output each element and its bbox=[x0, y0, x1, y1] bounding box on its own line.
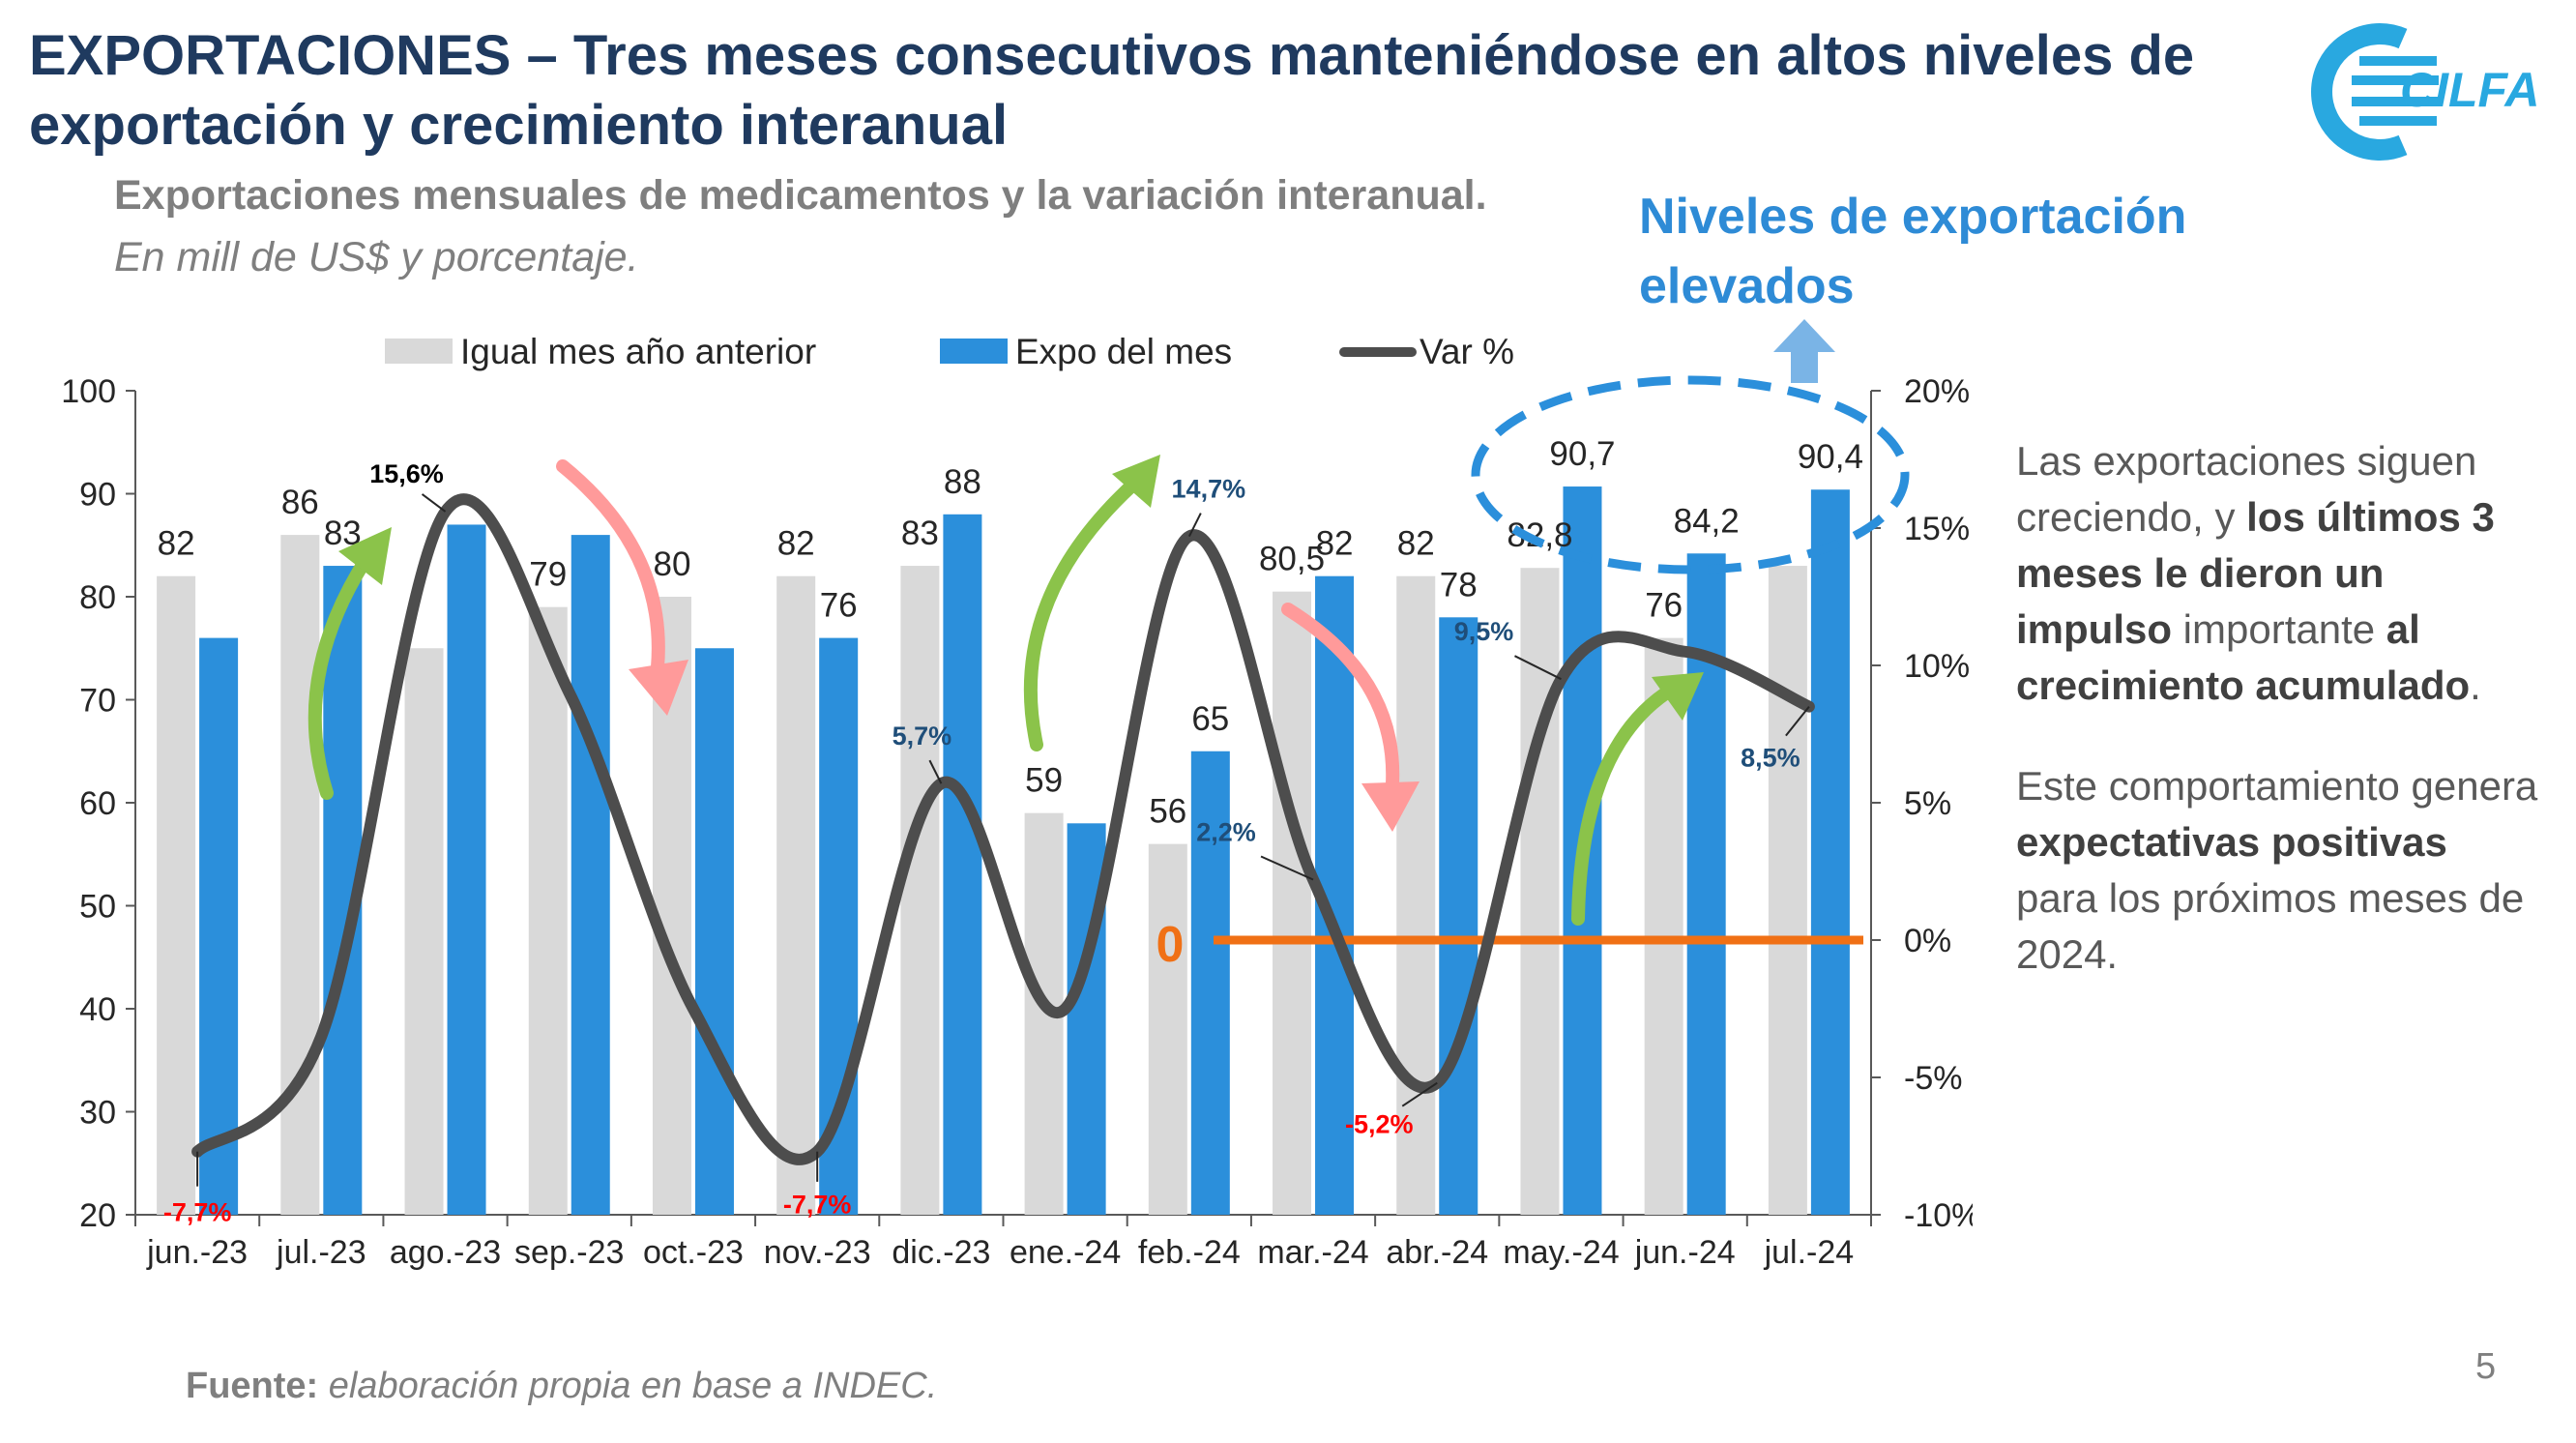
bar-current-month bbox=[571, 535, 610, 1215]
bar-prev-value-label: 82 bbox=[158, 525, 195, 563]
side-paragraph-1: Las exportaciones siguen creciendo, y lo… bbox=[2016, 433, 2538, 714]
bar-current-month bbox=[819, 638, 858, 1215]
callout-text: Niveles de exportación elevados bbox=[1639, 182, 2239, 321]
var-percent-label: 14,7% bbox=[1172, 475, 1246, 504]
x-tick-label: nov.-23 bbox=[764, 1234, 871, 1271]
side-paragraph-2: Este comportamiento genera expectativas … bbox=[2016, 758, 2538, 983]
y2-tick-label: -10% bbox=[1904, 1197, 1973, 1234]
x-tick-label: oct.-23 bbox=[643, 1234, 744, 1271]
x-tick-label: abr.-24 bbox=[1386, 1234, 1488, 1271]
y-tick-label: 70 bbox=[79, 683, 116, 720]
bar-prev-value-label: 56 bbox=[1149, 793, 1186, 831]
bar-prev-year bbox=[280, 535, 319, 1215]
y2-tick-label: 10% bbox=[1904, 648, 1970, 685]
y2-tick-label: 15% bbox=[1904, 511, 1970, 547]
legend-label-prev: Igual mes año anterior bbox=[460, 332, 816, 371]
x-tick-label: sep.-23 bbox=[514, 1234, 624, 1271]
legend-label-current: Expo del mes bbox=[1015, 332, 1232, 371]
y-tick-label: 90 bbox=[79, 477, 116, 514]
legend-swatch-prev bbox=[385, 339, 453, 364]
legend-label-line: Var % bbox=[1420, 332, 1514, 371]
y-tick-label: 30 bbox=[79, 1095, 116, 1132]
bar-current-value-label: 82 bbox=[1316, 525, 1354, 563]
bar-prev-year bbox=[529, 607, 568, 1215]
var-percent-label: -7,7% bbox=[783, 1191, 852, 1220]
var-percent-label: 8,5% bbox=[1741, 744, 1800, 773]
y-tick-label: 20 bbox=[79, 1197, 116, 1234]
y2-tick-label: 5% bbox=[1904, 785, 1951, 822]
var-percent-label: -5,2% bbox=[1345, 1110, 1414, 1139]
var-label-leader bbox=[423, 494, 446, 512]
bar-current-value-label: 84,2 bbox=[1674, 502, 1740, 540]
bar-prev-year bbox=[1520, 568, 1559, 1215]
bar-current-month bbox=[199, 638, 238, 1215]
bar-prev-year bbox=[1273, 592, 1311, 1215]
bar-prev-value-label: 79 bbox=[529, 556, 567, 594]
y-tick-label: 40 bbox=[79, 991, 116, 1028]
x-tick-label: feb.-24 bbox=[1138, 1234, 1241, 1271]
bar-current-month bbox=[1439, 617, 1478, 1215]
bar-prev-value-label: 86 bbox=[281, 484, 319, 521]
y2-tick-label: -5% bbox=[1904, 1060, 1962, 1097]
legend-swatch-current bbox=[940, 339, 1008, 364]
logo-text: CILFA bbox=[2400, 63, 2539, 117]
var-percent-label: 5,7% bbox=[893, 722, 952, 751]
y2-tick-label: 0% bbox=[1904, 923, 1951, 959]
bar-prev-year bbox=[405, 648, 444, 1215]
bar-prev-value-label: 83 bbox=[901, 515, 939, 552]
chart-units: En mill de US$ y porcentaje. bbox=[114, 234, 639, 281]
bar-current-value-label: 88 bbox=[944, 463, 981, 501]
cilfa-logo: CILFA bbox=[2311, 19, 2553, 164]
bar-prev-value-label: 76 bbox=[1645, 587, 1683, 625]
export-chart: Igual mes año anterior Expo del mes Var % 1… bbox=[0, 309, 1973, 1296]
page-title: EXPORTACIONES – Tres meses consecutivos … bbox=[29, 21, 2253, 161]
x-tick-label: jun.-23 bbox=[146, 1234, 248, 1271]
bar-prev-value-label: 59 bbox=[1025, 762, 1063, 800]
chart-subtitle: Exportaciones mensuales de medicamentos … bbox=[114, 172, 1487, 220]
bar-prev-value-label: 82 bbox=[777, 525, 815, 563]
x-tick-label: ene.-24 bbox=[1010, 1234, 1121, 1271]
bar-current-month bbox=[695, 648, 734, 1215]
bar-current-month bbox=[1811, 489, 1850, 1215]
callout-up-arrow-icon bbox=[1773, 319, 1835, 383]
bar-prev-year bbox=[900, 566, 939, 1215]
var-percent-label: 15,6% bbox=[369, 459, 444, 488]
var-percent-label: 2,2% bbox=[1196, 818, 1256, 847]
x-tick-label: dic.-23 bbox=[892, 1234, 990, 1271]
bar-prev-year bbox=[1149, 844, 1187, 1215]
bar-prev-value-label: 82 bbox=[1397, 525, 1435, 563]
trend-up-arrow-icon bbox=[1031, 482, 1136, 745]
bar-current-value-label: 65 bbox=[1191, 700, 1229, 738]
var-percent-label: -7,7% bbox=[163, 1198, 232, 1227]
bar-prev-year bbox=[776, 576, 815, 1215]
y-tick-label: 100 bbox=[61, 373, 116, 410]
bar-current-month bbox=[943, 515, 981, 1215]
bar-prev-year bbox=[157, 576, 195, 1215]
x-tick-label: may.-24 bbox=[1503, 1234, 1619, 1271]
source-note: Fuente: elaboración propia en base a IND… bbox=[186, 1366, 937, 1407]
x-tick-label: mar.-24 bbox=[1257, 1234, 1368, 1271]
side-commentary: Las exportaciones siguen creciendo, y lo… bbox=[2016, 433, 2538, 1027]
bar-current-value-label: 78 bbox=[1440, 566, 1478, 604]
bar-current-value-label: 90,4 bbox=[1798, 438, 1863, 476]
bar-current-value-label: 90,7 bbox=[1549, 435, 1615, 473]
bar-current-month bbox=[448, 524, 486, 1215]
bar-prev-year bbox=[1769, 566, 1807, 1215]
y-tick-label: 80 bbox=[79, 579, 116, 616]
x-tick-label: ago.-23 bbox=[390, 1234, 501, 1271]
var-percent-label: 9,5% bbox=[1454, 617, 1514, 646]
page-number: 5 bbox=[2475, 1346, 2496, 1388]
bar-prev-value-label: 80 bbox=[653, 545, 690, 583]
y2-tick-label: 20% bbox=[1904, 373, 1970, 410]
x-tick-label: jul.-24 bbox=[1764, 1234, 1855, 1271]
bar-current-value-label: 76 bbox=[820, 587, 858, 625]
y-tick-label: 60 bbox=[79, 785, 116, 822]
bar-prev-year bbox=[1645, 638, 1683, 1215]
y-tick-label: 50 bbox=[79, 889, 116, 926]
x-tick-label: jul.-23 bbox=[276, 1234, 366, 1271]
x-tick-label: jun.-24 bbox=[1634, 1234, 1736, 1271]
zero-label: 0 bbox=[1156, 917, 1185, 973]
